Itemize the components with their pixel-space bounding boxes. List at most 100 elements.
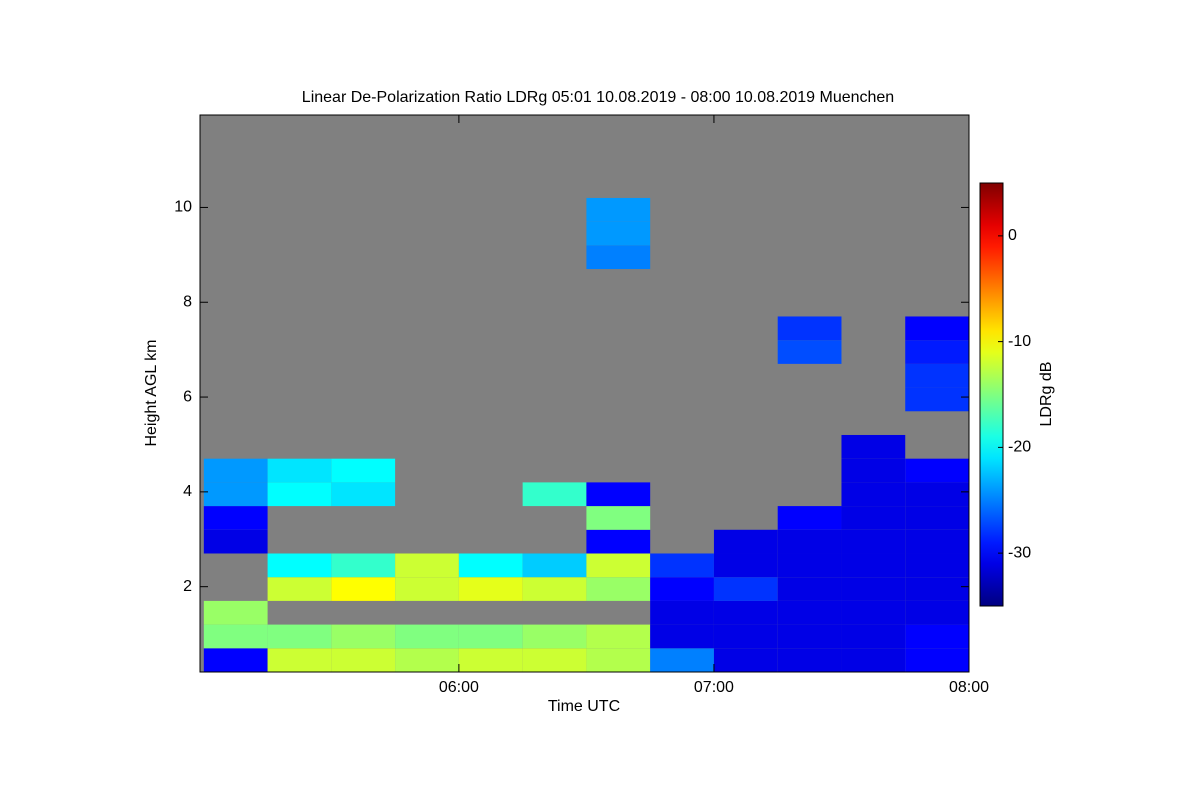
heatmap-cell <box>395 624 459 649</box>
heatmap-cell <box>905 577 969 601</box>
heatmap-cell <box>777 553 842 578</box>
heatmap-cell <box>203 458 268 483</box>
heatmap-cell <box>841 434 906 459</box>
heatmap-cell <box>586 648 651 672</box>
heatmap-cell <box>905 340 969 364</box>
heatmap-cell <box>586 577 651 601</box>
heatmap-cell <box>203 624 268 649</box>
heatmap-cell <box>522 482 587 507</box>
x-tick-label: 07:00 <box>694 679 734 696</box>
heatmap-cell <box>905 600 969 625</box>
heatmap-cell <box>586 624 651 649</box>
heatmap-cell <box>905 648 969 672</box>
heatmap-cell <box>905 387 969 412</box>
heatmap-cell <box>841 553 906 578</box>
heatmap-cell <box>267 482 332 507</box>
heatmap-cell <box>777 624 842 649</box>
heatmap-cell <box>203 600 268 625</box>
heatmap-cell <box>267 577 332 601</box>
heatmap-cell <box>395 577 459 601</box>
heatmap-cell <box>522 624 587 649</box>
heatmap-cell <box>586 221 651 246</box>
heatmap-cell <box>841 506 906 530</box>
heatmap-cell <box>586 482 651 507</box>
heatmap-cell <box>713 529 778 554</box>
heatmap-cell <box>905 482 969 507</box>
heatmap-cell <box>713 648 778 672</box>
heatmap-cell <box>777 600 842 625</box>
heatmap-cell <box>905 316 969 341</box>
heatmap-cell <box>522 648 587 672</box>
colorbar <box>979 182 1004 607</box>
heatmap-cell <box>841 482 906 507</box>
heatmap-cell <box>777 316 842 341</box>
heatmap-cell <box>905 363 969 388</box>
heatmap-cell <box>395 553 459 578</box>
heatmap-cell <box>713 600 778 625</box>
heatmap-cell <box>713 577 778 601</box>
heatmap-cell <box>267 648 332 672</box>
heatmap-cell <box>841 648 906 672</box>
heatmap-cell <box>522 553 587 578</box>
heatmap-cell <box>331 577 396 601</box>
x-axis-label: Time UTC <box>548 698 620 715</box>
heatmap-cell <box>458 624 523 649</box>
heatmap-cell <box>458 577 523 601</box>
heatmap-cell <box>713 624 778 649</box>
heatmap-cell <box>777 506 842 530</box>
colorbar-label: LDRg dB <box>1038 362 1055 427</box>
colorbar-tick-label: 0 <box>1008 227 1017 244</box>
chart-title: Linear De-Polarization Ratio LDRg 05:01 … <box>302 89 894 106</box>
colorbar-tick-label: -10 <box>1008 333 1031 350</box>
y-tick-label: 10 <box>174 199 192 216</box>
heatmap-cell <box>331 553 396 578</box>
axes: 06:00 07:00 08:00 2 4 6 8 10 0 -10 -20 -30 <box>174 114 1031 696</box>
heatmap-cell <box>586 197 651 222</box>
heatmap-cell <box>267 624 332 649</box>
x-tick-label: 06:00 <box>439 679 479 696</box>
heatmap-cell <box>586 245 651 270</box>
x-tick-label: 08:00 <box>949 679 989 696</box>
heatmap-cell <box>905 458 969 483</box>
heatmap-cell <box>905 553 969 578</box>
heatmap-cell <box>203 482 268 507</box>
heatmap-cell <box>841 529 906 554</box>
heatmap-cell <box>395 648 459 672</box>
heatmap-cell <box>203 506 268 530</box>
heatmap-cell <box>267 553 332 578</box>
y-tick-label: 2 <box>183 578 192 595</box>
heatmap-cell <box>586 529 651 554</box>
heatmap-cell <box>331 624 396 649</box>
heatmap-cell <box>777 577 842 601</box>
y-tick-label: 6 <box>183 388 192 405</box>
heatmap-cell <box>203 648 268 672</box>
heatmap-cell <box>267 458 332 483</box>
heatmap-cell <box>458 648 523 672</box>
heatmap-cell <box>905 506 969 530</box>
heatmap-cell <box>331 458 396 483</box>
colorbar-tick-label: -30 <box>1008 544 1031 561</box>
heatmap-cell <box>777 340 842 364</box>
heatmap-cell <box>841 458 906 483</box>
heatmap-cell <box>203 529 268 554</box>
y-tick-label: 8 <box>183 293 192 310</box>
heatmap-cell <box>905 529 969 554</box>
heatmap-cell <box>777 529 842 554</box>
heatmap-cell <box>331 648 396 672</box>
heatmap-cell <box>777 648 842 672</box>
heatmap-cell <box>650 648 714 672</box>
colorbar-tick-label: -20 <box>1008 439 1031 456</box>
plot-frame <box>199 114 970 673</box>
heatmap-cell <box>650 624 714 649</box>
heatmap-cell <box>331 482 396 507</box>
heatmap-cell <box>713 553 778 578</box>
y-axis-label: Height AGL km <box>143 339 160 446</box>
heatmap-cell <box>841 624 906 649</box>
heatmap-cell <box>841 600 906 625</box>
heatmap-cell <box>650 577 714 601</box>
heatmap-cell <box>522 577 587 601</box>
y-tick-label: 4 <box>183 483 192 500</box>
heatmap-cell <box>841 577 906 601</box>
plot-area <box>200 115 969 672</box>
heatmap-cell <box>905 624 969 649</box>
